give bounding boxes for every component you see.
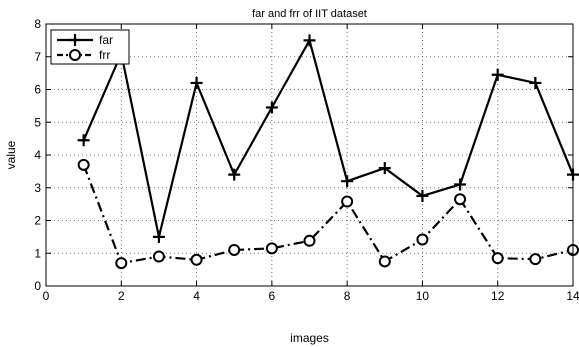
data-point-far — [265, 101, 278, 114]
data-point-frr — [303, 234, 316, 247]
data-point-far — [454, 178, 467, 191]
y-axis-label: value — [4, 140, 18, 169]
legend-label-frr: frr — [99, 48, 110, 62]
data-point-frr — [529, 253, 542, 266]
legend-marker-far — [69, 34, 81, 46]
y-tick-label: 3 — [34, 181, 41, 195]
y-tick-label: 0 — [34, 279, 41, 293]
data-point-frr — [265, 242, 278, 255]
data-point-far — [378, 162, 391, 175]
data-point-frr — [454, 193, 467, 206]
y-tick-label: 4 — [34, 148, 41, 162]
x-tick-label: 14 — [566, 289, 579, 303]
y-tick-label: 1 — [34, 246, 41, 260]
data-point-frr — [152, 250, 165, 263]
y-tick-label: 7 — [34, 50, 41, 64]
x-tick-label: 2 — [118, 289, 125, 303]
data-point-far — [341, 175, 354, 188]
y-tick-label: 8 — [34, 17, 41, 31]
data-point-frr — [491, 252, 504, 265]
y-tick-label: 5 — [34, 115, 41, 129]
legend-box — [50, 29, 130, 65]
data-point-far — [152, 230, 165, 243]
data-point-far — [228, 168, 241, 181]
data-point-frr — [378, 255, 391, 268]
data-point-frr — [416, 233, 429, 246]
x-tick-label: 10 — [416, 289, 430, 303]
x-tick-label: 6 — [269, 289, 276, 303]
chart-title: far and frr of IIT dataset — [252, 8, 367, 20]
legend-marker-frr — [69, 49, 81, 61]
data-point-frr — [341, 195, 354, 208]
y-tick-label: 6 — [34, 83, 41, 97]
x-tick-label: 12 — [491, 289, 505, 303]
data-point-far — [303, 34, 316, 47]
data-point-far — [529, 76, 542, 89]
x-tick-label: 8 — [344, 289, 351, 303]
x-tick-label: 4 — [193, 289, 200, 303]
data-point-frr — [115, 257, 128, 270]
legend-label-far: far — [99, 33, 113, 47]
series-line-frr — [82, 164, 574, 265]
data-point-frr — [228, 243, 241, 256]
data-point-far — [491, 68, 504, 81]
x-tick-label: 0 — [43, 289, 50, 303]
x-axis-label: images — [290, 331, 329, 345]
y-tick-label: 2 — [34, 214, 41, 228]
data-point-frr — [190, 253, 203, 266]
data-point-far — [190, 76, 203, 89]
series-line-far — [82, 37, 575, 238]
data-point-far — [416, 189, 429, 202]
series-far — [77, 34, 579, 243]
data-point-far — [77, 134, 90, 147]
data-point-frr — [77, 158, 90, 171]
